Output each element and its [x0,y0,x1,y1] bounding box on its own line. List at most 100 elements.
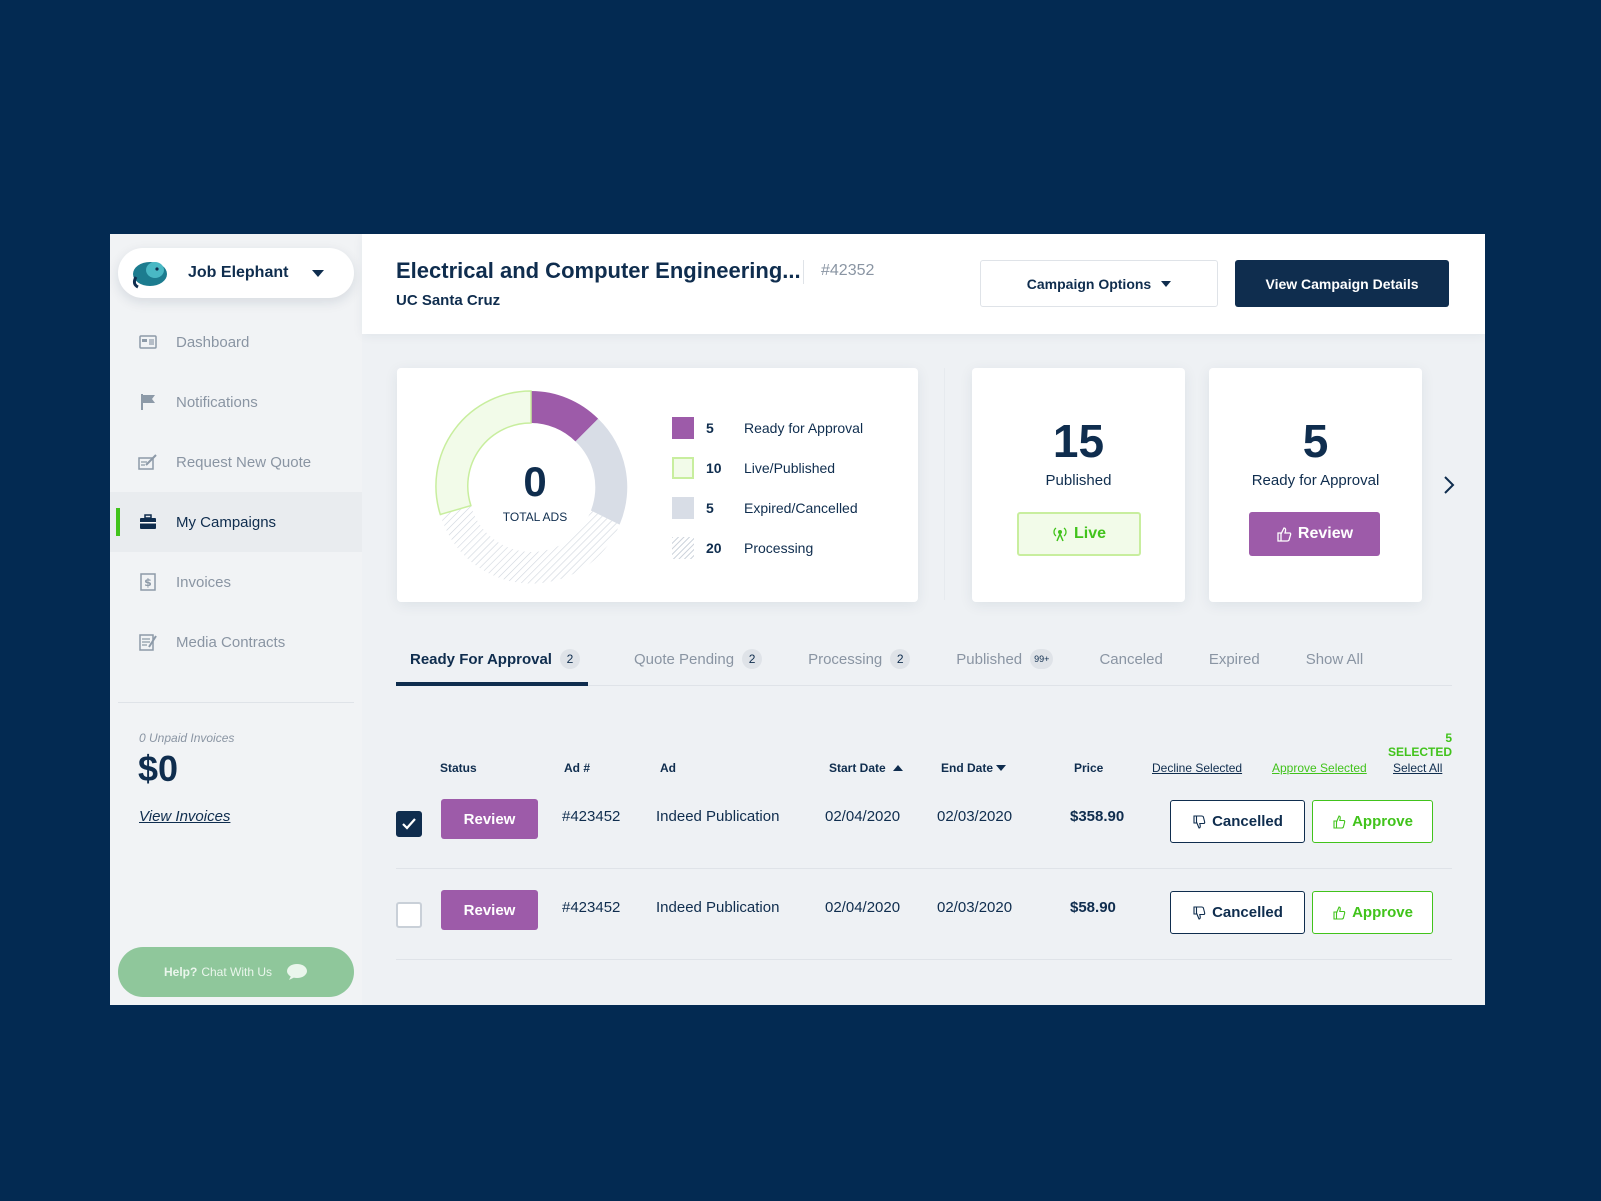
sidebar-item-invoices[interactable]: $ Invoices [110,552,362,612]
tab-show-all[interactable]: Show All [1306,634,1364,684]
legend-count: 5 [706,500,714,516]
cell-end-date: 02/03/2020 [937,808,1013,825]
briefcase-icon [138,513,158,531]
review-button[interactable]: Review [1249,512,1380,556]
column-header-ad-number[interactable]: Ad # [564,761,590,775]
select-all-link[interactable]: Select All [1393,761,1443,775]
tab-quote-pending[interactable]: Quote Pending 2 [634,634,763,684]
sidebar-item-my-campaigns[interactable]: My Campaigns [110,492,362,552]
thumbs-up-icon [1333,905,1346,920]
campaign-options-label: Campaign Options [1026,275,1152,292]
sidebar-item-label: My Campaigns [176,513,277,531]
tab-published[interactable]: Published 99+ [956,634,1054,684]
selected-count: 5 SELECTED [1387,731,1452,759]
column-header-label: Status [440,761,477,775]
approve-button[interactable]: Approve [1312,800,1433,843]
help-text: Chat With Us [201,965,273,979]
donut-segment-live [435,390,532,516]
approve-selected-link[interactable]: Approve Selected [1272,761,1367,775]
app-window: Job Elephant Dashboard Notifications [110,234,1485,1005]
legend-swatch [672,457,694,479]
tab-processing[interactable]: Processing 2 [808,634,911,684]
legend-swatch [672,537,694,559]
live-button[interactable]: Live [1017,512,1141,556]
approve-label: Approve [1352,813,1413,830]
row-review-button[interactable]: Review [441,799,538,839]
published-card: 15 Published Live [972,368,1185,602]
column-header-ad[interactable]: Ad [660,761,676,775]
help-chat-button[interactable]: Help? Chat With Us [118,947,354,997]
page-title: Electrical and Computer Engineering... [396,258,801,283]
donut-legend: 5 Ready for Approval 10 Live/Published 5… [672,408,863,568]
row-checkbox[interactable] [396,811,422,837]
chevron-down-icon [1161,280,1172,287]
cell-ad: Indeed Publication [656,808,780,825]
chevron-right-icon[interactable] [1442,474,1456,496]
tab-ready-for-approval[interactable]: Ready For Approval 2 [396,634,588,686]
row-checkbox[interactable] [396,902,422,928]
approve-label: Approve [1352,904,1413,921]
sidebar-item-label: Media Contracts [176,633,286,651]
column-header-status[interactable]: Status [440,761,477,775]
sidebar-item-label: Notifications [176,393,258,411]
sidebar-item-request-quote[interactable]: Request New Quote [110,432,362,492]
column-header-price[interactable]: Price [1074,761,1103,775]
dashboard-icon [138,333,158,351]
sort-ascending-icon [892,765,903,771]
row-review-button[interactable]: Review [441,890,538,930]
ready-label: Ready for Approval [1251,472,1380,489]
unpaid-invoices-label: 0 Unpaid Invoices [139,731,235,745]
status-tabs: Ready For Approval 2 Quote Pending 2 Pro… [396,634,1452,686]
decline-selected-link[interactable]: Decline Selected [1152,761,1243,775]
tab-count-badge: 2 [559,649,580,669]
ads-summary-card: 0 TOTAL ADS 5 Ready for Approval 10 Live… [397,368,918,602]
legend-item: 20 Processing [672,528,863,568]
account-switcher[interactable]: Job Elephant [118,248,354,298]
cell-ad-number: #423452 [562,899,621,916]
donut-segment-processing [440,505,620,584]
tab-label: Canceled [1099,650,1163,668]
cell-ad-number: #423452 [562,808,621,825]
sidebar-divider [118,702,354,703]
sidebar-item-media-contracts[interactable]: Media Contracts [110,612,362,672]
view-invoices-link[interactable]: View Invoices [139,808,231,825]
cancel-button[interactable]: Cancelled [1170,891,1305,934]
published-label: Published [1045,472,1112,489]
broadcast-icon [1053,527,1067,542]
approve-button[interactable]: Approve [1312,891,1433,934]
invoice-icon: $ [138,573,158,591]
live-label: Live [1073,525,1106,542]
tab-expired[interactable]: Expired [1209,634,1260,684]
sort-descending-icon [996,765,1007,771]
ready-for-approval-card: 5 Ready for Approval Review [1209,368,1422,602]
column-header-label: Price [1074,761,1104,775]
sidebar-nav: Dashboard Notifications Request New Quot… [110,312,362,672]
sidebar-item-dashboard[interactable]: Dashboard [110,312,362,372]
checkmark-icon [402,818,416,830]
legend-count: 20 [706,540,722,556]
campaign-options-dropdown[interactable]: Campaign Options [980,260,1218,307]
legend-label: Processing [744,540,814,556]
view-campaign-details-button[interactable]: View Campaign Details [1235,260,1449,307]
chevron-down-icon [312,269,325,277]
tab-label: Ready For Approval [410,650,552,668]
cell-end-date: 02/03/2020 [937,899,1013,916]
donut-segment-ready [531,391,599,442]
tab-label: Show All [1305,650,1364,668]
column-header-end-date[interactable]: End Date [941,761,1007,775]
cancel-button[interactable]: Cancelled [1170,800,1305,843]
ready-count: 5 [1302,415,1329,467]
cards-divider [944,368,945,600]
column-header-start-date[interactable]: Start Date [829,761,903,775]
contract-icon [138,633,158,651]
legend-swatch [672,417,694,439]
sidebar: Job Elephant Dashboard Notifications [110,234,362,1005]
legend-item: 5 Expired/Cancelled [672,488,863,528]
sidebar-item-notifications[interactable]: Notifications [110,372,362,432]
column-header-label: End Date [941,761,994,775]
tab-canceled[interactable]: Canceled [1099,634,1162,684]
total-ads-label: TOTAL ADS [502,510,568,524]
cell-ad: Indeed Publication [656,899,780,916]
column-header-label: Start Date [829,761,886,775]
thumbs-down-icon [1193,905,1206,920]
